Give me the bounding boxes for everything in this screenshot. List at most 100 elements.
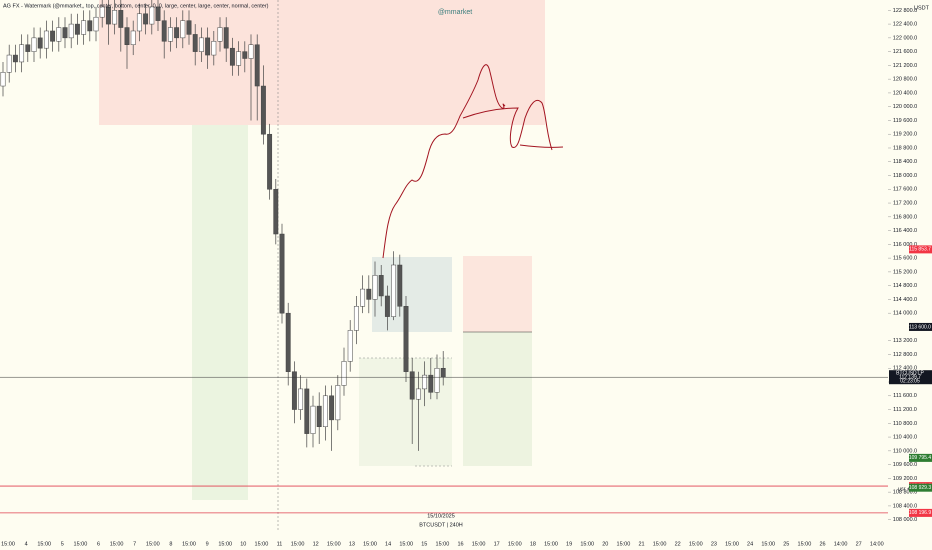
candle-body	[87, 20, 93, 32]
y-tick-label: 108 000.0	[893, 517, 917, 523]
x-tick-label: 15:00	[1, 541, 15, 547]
x-tick-label: 14:00	[870, 541, 884, 547]
price-tag-label: 108 196.9	[909, 510, 931, 516]
y-tick-label: 118 400.0	[893, 159, 917, 165]
y-tick-label: 120 400.0	[893, 90, 917, 96]
y-tick-label: 117 200.0	[893, 201, 917, 207]
y-tick-label: 112 400.0	[893, 366, 917, 372]
candle-body	[143, 13, 149, 25]
x-tick-label: 6	[97, 541, 100, 547]
y-tick-label: 110 800.0	[893, 421, 917, 427]
y-tick-label: 121 200.0	[893, 63, 917, 69]
candle-body	[50, 30, 56, 42]
candle-body	[267, 133, 273, 190]
x-tick-label: 18	[530, 541, 536, 547]
candle-body	[285, 312, 291, 372]
candle-body	[37, 37, 43, 49]
x-tick-label: 24	[747, 541, 753, 547]
candle-body	[99, 6, 105, 18]
x-tick-label: 15:00	[291, 541, 305, 547]
candle-body	[440, 367, 446, 378]
x-tick-label: 15	[421, 541, 427, 547]
x-tick-label: 15:00	[74, 541, 88, 547]
candle-body	[217, 27, 223, 42]
candle-body	[366, 288, 372, 300]
candle-body	[180, 20, 186, 39]
candle-body	[68, 23, 74, 39]
candle-body	[434, 367, 440, 393]
candle-body	[279, 233, 285, 314]
candle-body	[19, 44, 25, 63]
candle-body	[322, 395, 328, 428]
y-tick-label: 122 000.0	[893, 35, 917, 41]
y-tick-label: 115 600.0	[893, 256, 917, 262]
candle-body	[167, 27, 173, 42]
y-tick-label: 117 600.0	[893, 187, 917, 193]
y-tick-label: 114 800.0	[893, 283, 917, 289]
y-tick-label: 118 800.0	[893, 145, 917, 151]
indicator-text: AG FX - Watermark (@mmarket,, top, cente…	[3, 3, 269, 9]
candle-body	[43, 30, 49, 49]
candle-body	[186, 20, 192, 35]
x-tick-label: 15:00	[689, 541, 703, 547]
y-tick-label: 114 400.0	[893, 297, 917, 303]
y-tick-label: 122 800.0	[893, 8, 917, 14]
y-tick-label: 108 400.0	[893, 503, 917, 509]
x-tick-label: 15:00	[182, 541, 196, 547]
candle-body	[62, 27, 68, 39]
candle-body	[124, 27, 130, 45]
y-tick-label: 116 400.0	[893, 228, 917, 234]
candle-body	[174, 27, 180, 39]
x-tick-label: 25	[783, 541, 789, 547]
candle-body	[254, 44, 260, 87]
y-tick-label: 113 200.0	[893, 338, 917, 344]
watermark: @mmarket	[438, 9, 472, 16]
x-tick-label: 11	[277, 541, 283, 547]
candle-body	[31, 37, 37, 52]
x-tick-label: 15:00	[761, 541, 775, 547]
x-tick-label: 13	[349, 541, 355, 547]
candle-body	[198, 37, 204, 52]
candle-body	[6, 54, 12, 73]
y-tick-label: 119 600.0	[893, 118, 917, 124]
candle-body	[81, 20, 87, 35]
candle-body	[112, 10, 118, 25]
candle-body	[0, 72, 6, 87]
y-tick-label: 118 000.0	[893, 173, 917, 179]
candle-body	[353, 306, 359, 331]
x-tick-label: 15:00	[399, 541, 413, 547]
candle-body	[130, 30, 136, 45]
x-tick-label: 5	[61, 541, 64, 547]
date-label: 15/10/2025	[427, 513, 455, 519]
target-zone	[463, 332, 532, 466]
x-tick-label: 26	[819, 541, 825, 547]
y-tick-label: 115 200.0	[893, 269, 917, 275]
candle-body	[105, 6, 111, 25]
x-tick-label: 15:00	[508, 541, 522, 547]
candle-body	[223, 27, 229, 49]
candle-body	[273, 189, 279, 235]
price-tag	[889, 370, 932, 385]
candle-body	[242, 51, 248, 59]
candle-body	[136, 13, 142, 32]
candle-body	[260, 85, 266, 135]
candles	[0, 0, 446, 451]
symbol-label: BTCUSDT | 240H	[419, 522, 463, 528]
candle-body	[422, 374, 428, 390]
x-tick-label: 15:00	[617, 541, 631, 547]
candle-body	[409, 371, 415, 400]
y-tick-label: 119 200.0	[893, 132, 917, 138]
candle-body	[74, 23, 80, 35]
x-tick-label: 8	[169, 541, 172, 547]
candle-body	[236, 51, 242, 66]
x-tick-label: 15:00	[327, 541, 341, 547]
x-tick-label: 15:00	[110, 541, 124, 547]
y-tick-label: 116 000.0	[893, 242, 917, 248]
candle-body	[211, 41, 217, 56]
y-tick-label: 116 800.0	[893, 214, 917, 220]
candle-body	[329, 395, 335, 421]
candle-body	[341, 361, 347, 386]
x-tick-label: 15:00	[255, 541, 269, 547]
x-tick-label: 17	[494, 541, 500, 547]
